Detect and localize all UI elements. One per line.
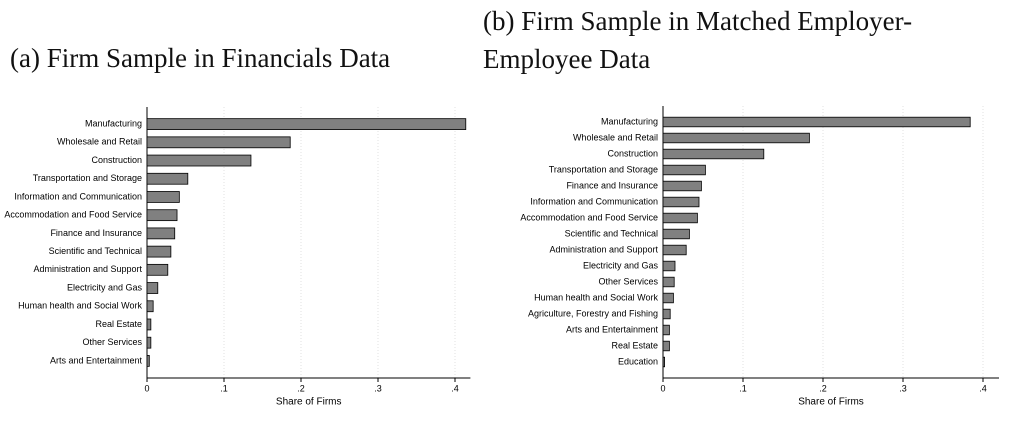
bar <box>662 244 687 256</box>
bar <box>662 340 670 352</box>
category-label: Agriculture, Forestry and Fishing <box>528 308 658 318</box>
x-tick-label: .4 <box>451 383 459 393</box>
category-label: Manufacturing <box>601 116 658 126</box>
bar <box>146 263 169 276</box>
category-label: Human health and Social Work <box>534 292 658 302</box>
chart-title: (a) Firm Sample in Financials Data <box>10 43 391 73</box>
x-axis-label: Share of Firms <box>798 397 864 408</box>
bar <box>146 118 467 130</box>
x-tick-label: .1 <box>739 383 747 393</box>
bar <box>662 212 698 224</box>
category-label: Information and Communication <box>14 191 142 201</box>
category-label: Accommodation and Food Service <box>4 210 142 220</box>
bar <box>662 180 702 192</box>
bar <box>662 228 690 240</box>
category-label: Administration and Support <box>33 264 142 274</box>
bar <box>662 164 706 176</box>
bar <box>662 116 971 128</box>
category-label: Other Services <box>598 276 658 286</box>
x-tick-label: .2 <box>297 383 305 393</box>
category-label: Finance and Insurance <box>50 228 142 238</box>
bar <box>146 227 176 240</box>
bar <box>662 292 674 304</box>
bar <box>146 209 178 222</box>
x-tick-label: .3 <box>374 383 382 393</box>
bar <box>146 282 159 294</box>
category-label: Accommodation and Food Service <box>520 212 658 222</box>
x-axis-label: Share of Firms <box>276 397 342 408</box>
category-label: Transportation and Storage <box>549 164 658 174</box>
category-label: Real Estate <box>611 340 658 350</box>
x-tick-label: 0 <box>660 383 665 393</box>
category-label: Education <box>618 356 658 366</box>
category-label: Electricity and Gas <box>67 282 143 292</box>
bar <box>662 276 675 288</box>
category-label: Electricity and Gas <box>583 260 659 270</box>
x-tick-label: .2 <box>819 383 827 393</box>
chart-title: (b) Firm Sample in Matched Employer-Empl… <box>483 6 913 74</box>
bar <box>146 336 152 349</box>
x-tick-label: .3 <box>899 383 907 393</box>
category-label: Information and Communication <box>530 196 658 206</box>
bar <box>662 356 666 368</box>
category-label: Manufacturing <box>85 118 142 128</box>
bar <box>146 300 154 313</box>
category-label: Arts and Entertainment <box>50 355 143 365</box>
category-label: Scientific and Technical <box>565 228 658 238</box>
category-label: Wholesale and Retail <box>57 137 142 147</box>
category-label: Wholesale and Retail <box>573 132 658 142</box>
bar <box>146 136 291 149</box>
bar <box>146 245 172 258</box>
category-label: Construction <box>91 155 142 165</box>
bar <box>146 355 150 367</box>
category-label: Real Estate <box>95 319 142 329</box>
category-label: Other Services <box>82 337 142 347</box>
bar <box>146 191 180 203</box>
bar <box>146 154 252 167</box>
bar <box>662 324 670 336</box>
category-label: Scientific and Technical <box>49 246 142 256</box>
category-label: Arts and Entertainment <box>566 324 659 334</box>
category-label: Construction <box>607 148 658 158</box>
bar <box>662 260 676 272</box>
category-label: Administration and Support <box>549 244 658 254</box>
category-label: Transportation and Storage <box>33 173 142 183</box>
category-label: Finance and Insurance <box>566 180 658 190</box>
x-tick-label: 0 <box>144 383 149 393</box>
bar <box>662 196 700 208</box>
x-tick-label: .1 <box>220 383 228 393</box>
bar <box>662 308 671 320</box>
bar <box>146 172 189 185</box>
x-tick-label: .4 <box>979 383 987 393</box>
category-label: Human health and Social Work <box>18 301 142 311</box>
bar <box>146 318 152 331</box>
bar <box>662 132 810 144</box>
bar <box>662 148 765 160</box>
